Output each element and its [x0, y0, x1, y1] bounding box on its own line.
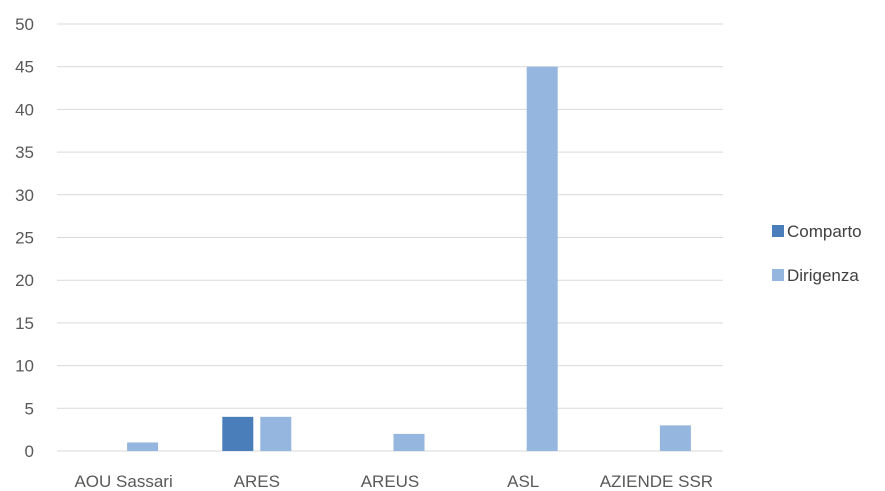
- legend-swatch-dirigenza: [772, 269, 784, 281]
- y-tick-label: 45: [15, 58, 34, 77]
- gridlines: [57, 23, 723, 452]
- legend-label-dirigenza: Dirigenza: [787, 266, 859, 285]
- bar-dirigenza-asl: [526, 66, 558, 451]
- bar-dirigenza-ares: [260, 416, 292, 451]
- y-tick-label: 15: [15, 314, 34, 333]
- y-tick-label: 50: [15, 15, 34, 34]
- bar-comparto-ares: [222, 416, 254, 451]
- y-tick-label: 30: [15, 186, 34, 205]
- x-category-label: AZIENDE SSR: [600, 472, 713, 491]
- legend-swatch-comparto: [772, 225, 784, 237]
- y-tick-label: 5: [25, 399, 34, 418]
- legend-label-comparto: Comparto: [787, 222, 862, 241]
- x-axis-labels: AOU Sassari ARES AREUS ASL AZIENDE SSR: [74, 472, 713, 491]
- y-tick-label: 35: [15, 143, 34, 162]
- y-tick-label: 40: [15, 100, 34, 119]
- x-category-label: ASL: [507, 472, 539, 491]
- x-category-label: AOU Sassari: [74, 472, 172, 491]
- bar-dirigenza-aou-sassari: [127, 442, 159, 451]
- legend: Comparto Dirigenza: [772, 222, 862, 285]
- x-category-label: ARES: [234, 472, 280, 491]
- y-tick-label: 25: [15, 229, 34, 248]
- bars: [127, 66, 691, 451]
- bar-dirigenza-areus: [393, 433, 425, 451]
- bar-dirigenza-aziende-ssr: [659, 425, 691, 451]
- x-category-label: AREUS: [361, 472, 420, 491]
- y-tick-label: 20: [15, 271, 34, 290]
- y-tick-label: 0: [25, 442, 34, 461]
- y-tick-label: 10: [15, 357, 34, 376]
- y-axis-ticks: 0 5 10 15 20 25 30 35 40 45 50: [15, 15, 34, 461]
